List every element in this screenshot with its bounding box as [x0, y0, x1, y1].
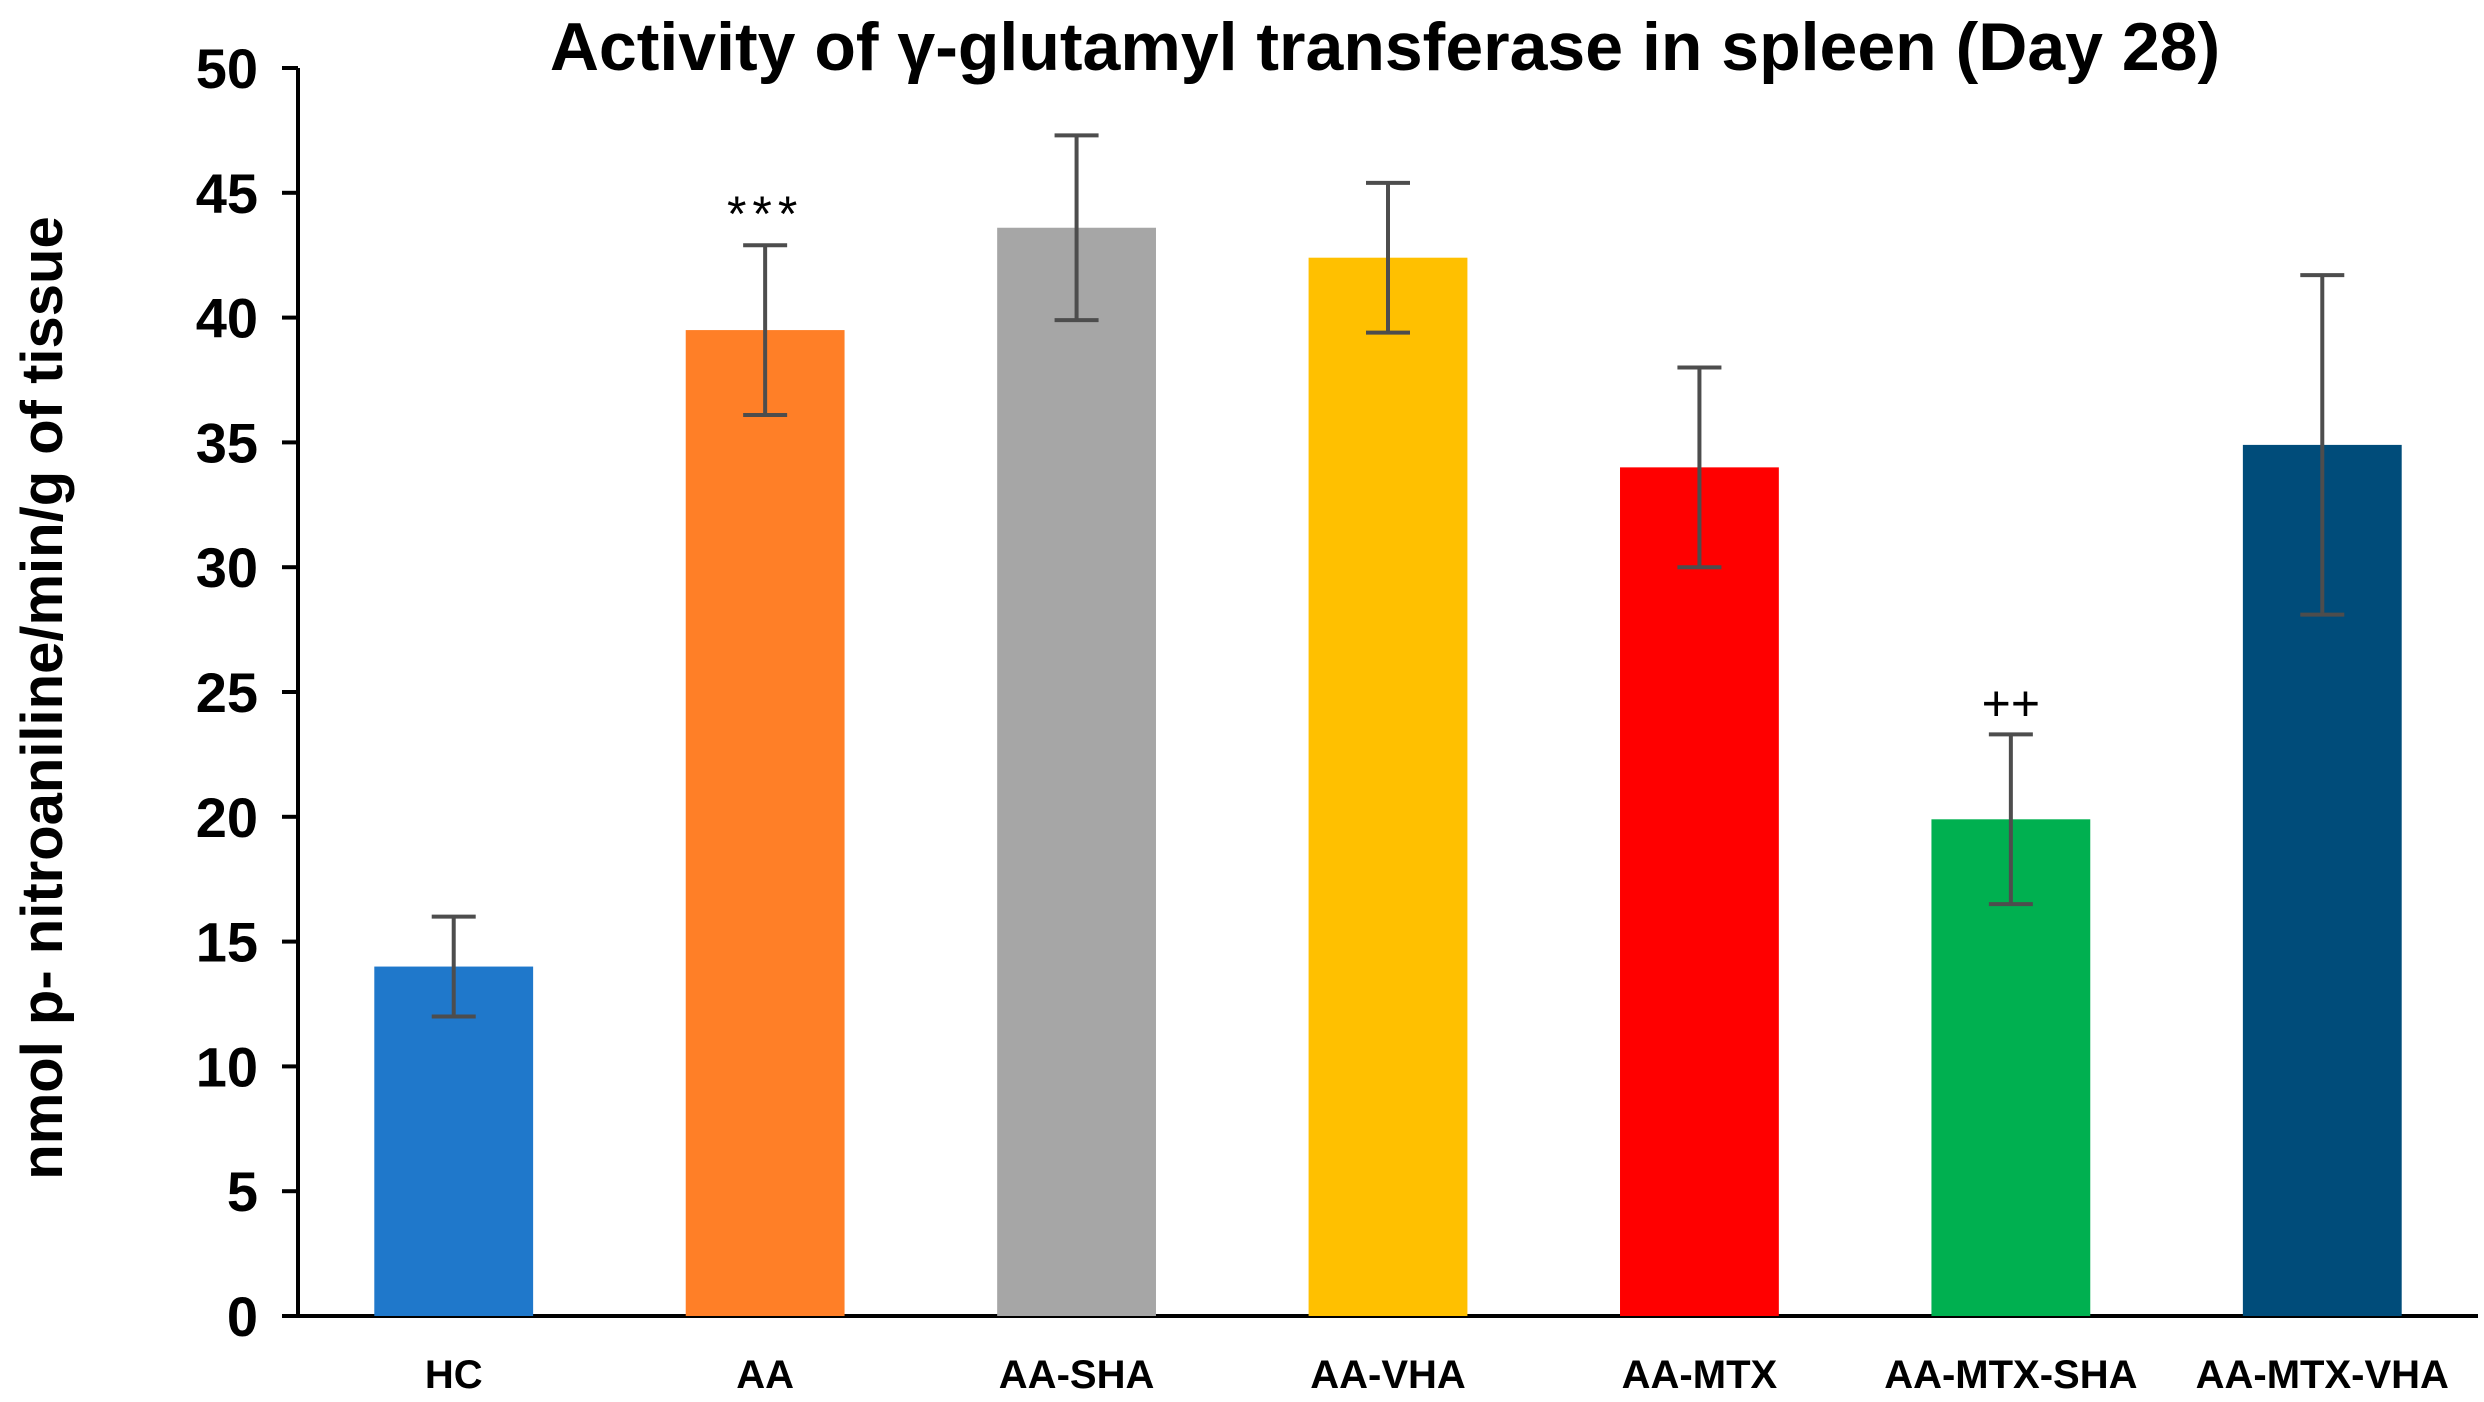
y-tick-label: 5: [227, 1160, 258, 1223]
y-axis-ticks: 0 5 10 15 20 25 30 35 40 45 50: [196, 37, 298, 1348]
y-tick-label: 25: [196, 661, 258, 724]
y-tick-label: 15: [196, 911, 258, 974]
x-tick-label: AA-MTX-SHA: [1884, 1353, 2137, 1397]
x-tick-label: HC: [425, 1353, 483, 1397]
bar-aa-vha: [1308, 257, 1468, 1316]
error-bars: [431, 133, 2345, 1019]
x-tick-label: AA: [736, 1353, 794, 1397]
y-tick-label: 35: [196, 411, 258, 474]
y-tick-label: 50: [196, 37, 258, 100]
y-tick-label: 30: [196, 536, 258, 599]
x-tick-label: AA-SHA: [999, 1353, 1155, 1397]
bar-aa: [685, 330, 845, 1317]
x-tick-label: AA-VHA: [1310, 1353, 1466, 1397]
chart-title: Activity of γ-glutamyl transferase in sp…: [550, 9, 2220, 85]
x-tick-label: AA-MTX-VHA: [2196, 1353, 2449, 1397]
y-tick-label: 20: [196, 786, 258, 849]
significance-annotation: ++: [1982, 675, 2040, 731]
annotations: *** ++: [727, 186, 2040, 731]
bar-aa-mtx: [1620, 467, 1779, 1316]
bars: [374, 227, 2402, 1317]
y-axis-label: nmol p- nitroaniline/min/g of tissue: [10, 216, 75, 1179]
y-tick-label: 10: [196, 1035, 258, 1098]
x-axis-ticks: HC AA AA-SHA AA-VHA AA-MTX AA-MTX-SHA AA-MTX-V…: [425, 1353, 2449, 1397]
y-tick-label: 45: [196, 162, 258, 225]
y-tick-label: 40: [196, 287, 258, 350]
bar-hc: [374, 966, 534, 1316]
significance-annotation: ***: [727, 186, 803, 242]
x-tick-label: AA-MTX: [1622, 1353, 1778, 1397]
y-tick-label: 0: [227, 1285, 258, 1348]
bar-aa-sha: [997, 227, 1156, 1316]
